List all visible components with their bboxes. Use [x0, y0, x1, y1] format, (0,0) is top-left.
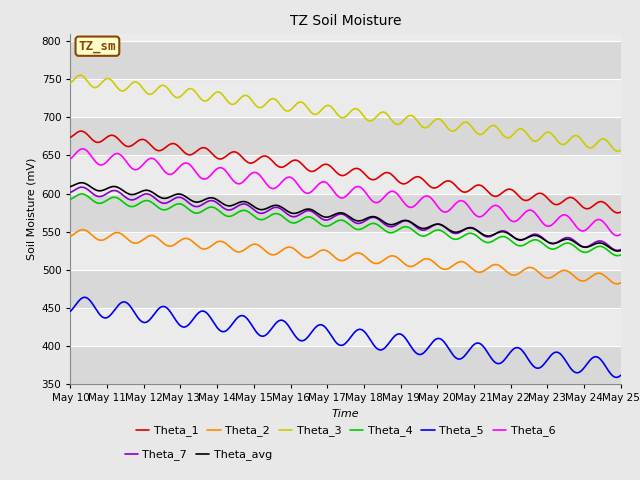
Bar [70, 270, 621, 308]
Bar [70, 308, 621, 346]
Y-axis label: Soil Moisture (mV): Soil Moisture (mV) [26, 157, 36, 260]
Legend: Theta_7, Theta_avg: Theta_7, Theta_avg [120, 445, 276, 465]
Bar [70, 232, 621, 270]
Legend: Theta_1, Theta_2, Theta_3, Theta_4, Theta_5, Theta_6: Theta_1, Theta_2, Theta_3, Theta_4, Thet… [132, 421, 559, 441]
Bar [70, 156, 621, 193]
X-axis label: Time: Time [332, 408, 360, 419]
Bar [70, 118, 621, 156]
Title: TZ Soil Moisture: TZ Soil Moisture [290, 14, 401, 28]
Bar [70, 41, 621, 79]
Bar [70, 3, 621, 41]
Bar [70, 79, 621, 118]
Text: TZ_sm: TZ_sm [79, 40, 116, 53]
Bar [70, 346, 621, 384]
Bar [70, 193, 621, 232]
